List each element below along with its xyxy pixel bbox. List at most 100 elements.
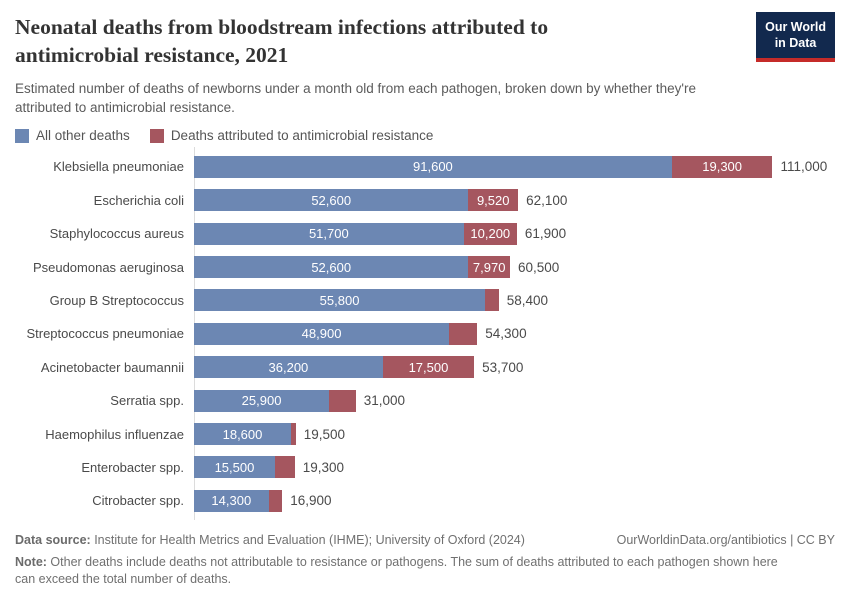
bar-segment-amr-deaths: 17,500 bbox=[382, 356, 475, 379]
chart-row: Streptococcus pneumoniae 48,900 54,300 bbox=[15, 317, 835, 350]
chart-row: Enterobacter spp. 15,500 19,300 bbox=[15, 451, 835, 484]
legend-item-other-deaths: All other deaths bbox=[15, 128, 130, 143]
footer-source-row: Data source: Institute for Health Metric… bbox=[15, 532, 835, 550]
data-source-label: Data source: bbox=[15, 533, 91, 548]
chart-row: Serratia spp. 25,900 31,000 bbox=[15, 384, 835, 417]
chart-subtitle: Estimated number of deaths of newborns u… bbox=[15, 80, 696, 116]
bar-value-label: 7,970 bbox=[472, 259, 506, 275]
owid-logo-box: Our World in Data bbox=[756, 12, 835, 58]
bar-track: 25,900 31,000 bbox=[194, 389, 835, 412]
bar-total-label: 31,000 bbox=[363, 393, 405, 409]
bar-total-label: 61,900 bbox=[524, 226, 567, 242]
category-label: Klebsiella pneumoniae bbox=[53, 159, 184, 175]
logo-red-stripe bbox=[756, 57, 835, 62]
bar-segment-amr-deaths bbox=[329, 389, 356, 412]
bar-track: 18,600 19,500 bbox=[194, 423, 835, 445]
bar-value-label: 52,600 bbox=[311, 259, 352, 275]
chart-title: Neonatal deaths from bloodstream infecti… bbox=[15, 15, 549, 67]
bar-value-label: 52,600 bbox=[311, 192, 352, 208]
chart-row: Klebsiella pneumoniae 91,600 19,300 111,000 bbox=[15, 150, 835, 183]
bar-track: 55,800 58,400 bbox=[194, 289, 835, 312]
bar-total-label: 53,700 bbox=[482, 359, 524, 375]
bar-track: 15,500 19,300 bbox=[194, 456, 835, 479]
chart-row: Pseudomonas aeruginosa 52,600 7,970 60,500 bbox=[15, 250, 835, 283]
header: Neonatal deaths from bloodstream infecti… bbox=[15, 12, 835, 70]
bar-value-label: 48,900 bbox=[301, 326, 342, 342]
bar-segment-other-deaths: 25,900 bbox=[194, 389, 330, 412]
category-label: Haemophilus influenzae bbox=[45, 426, 184, 442]
chart-row: Citrobacter spp. 14,300 16,900 bbox=[15, 484, 835, 517]
bar-total-label: 62,100 bbox=[526, 192, 568, 208]
bar-segment-amr-deaths: 7,970 bbox=[468, 256, 510, 279]
bar-value-label: 51,700 bbox=[308, 226, 349, 242]
bar-total-label: 111,000 bbox=[780, 159, 828, 175]
note-label: Note: bbox=[15, 554, 47, 569]
legend-item-amr-deaths: Deaths attributed to antimicrobial resis… bbox=[149, 128, 434, 144]
bar-segment-other-deaths: 52,600 bbox=[194, 189, 469, 212]
bar-value-label: 15,500 bbox=[214, 459, 255, 475]
bar-total-label: 16,900 bbox=[290, 493, 332, 509]
bar-value-label: 17,500 bbox=[408, 359, 449, 375]
bar-segment-amr-deaths bbox=[268, 489, 283, 512]
owid-logo[interactable]: Our World in Data bbox=[756, 12, 835, 62]
owid-url-link[interactable]: OurWorldinData.org/antibiotics | CC BY bbox=[616, 533, 835, 548]
category-label: Acinetobacter baumannii bbox=[40, 359, 184, 375]
bar-track: 91,600 19,300 111,000 bbox=[194, 155, 835, 178]
bar-track: 36,200 17,500 53,700 bbox=[194, 356, 835, 379]
bar-track: 51,700 10,200 61,900 bbox=[194, 222, 835, 245]
legend-label-other-deaths: All other deaths bbox=[36, 128, 130, 144]
logo-line2: in Data bbox=[774, 36, 817, 51]
bar-segment-other-deaths: 36,200 bbox=[194, 356, 383, 379]
bar-value-label: 9,520 bbox=[476, 192, 510, 208]
category-label: Enterobacter spp. bbox=[81, 459, 184, 475]
bar-segment-amr-deaths bbox=[274, 456, 295, 479]
bar-segment-other-deaths: 48,900 bbox=[194, 322, 450, 345]
category-label: Pseudomonas aeruginosa bbox=[32, 259, 184, 275]
chart-row: Group B Streptococcus 55,800 58,400 bbox=[15, 284, 835, 317]
bar-segment-amr-deaths bbox=[485, 289, 499, 312]
legend-swatch-red bbox=[149, 128, 164, 143]
bar-value-label: 25,900 bbox=[241, 393, 282, 409]
category-label: Staphylococcus aureus bbox=[49, 226, 184, 242]
bar-segment-amr-deaths: 19,300 bbox=[671, 155, 773, 178]
legend-label-amr-deaths: Deaths attributed to antimicrobial resis… bbox=[170, 128, 434, 144]
category-label: Serratia spp. bbox=[110, 393, 184, 409]
bar-track: 52,600 9,520 62,100 bbox=[194, 189, 835, 212]
chart-row: Acinetobacter baumannii 36,200 17,500 53,70… bbox=[15, 351, 835, 384]
bar-total-label: 60,500 bbox=[517, 259, 560, 275]
data-source: Data source: Institute for Health Metric… bbox=[15, 532, 525, 550]
bar-segment-amr-deaths bbox=[449, 322, 478, 345]
bar-segment-amr-deaths: 9,520 bbox=[468, 189, 519, 212]
bar-track: 14,300 16,900 bbox=[194, 489, 835, 512]
bar-value-label: 10,200 bbox=[470, 226, 511, 242]
footer-note: Note: Other deaths include deaths not at… bbox=[15, 554, 835, 589]
legend-swatch-blue bbox=[15, 128, 29, 143]
bar-segment-other-deaths: 18,600 bbox=[194, 423, 291, 445]
bar-segment-other-deaths: 52,600 bbox=[194, 256, 469, 279]
category-label: Citrobacter spp. bbox=[92, 493, 184, 509]
logo-line1: Our World bbox=[765, 20, 826, 34]
bar-track: 48,900 54,300 bbox=[194, 322, 835, 345]
bar-chart: Klebsiella pneumoniae 91,600 19,300 111,000… bbox=[15, 147, 835, 521]
bar-total-label: 19,500 bbox=[303, 426, 345, 442]
bar-track: 52,600 7,970 60,500 bbox=[194, 256, 835, 279]
chart-row: Staphylococcus aureus 51,700 10,200 61,900 bbox=[15, 217, 835, 250]
bar-segment-amr-deaths bbox=[291, 423, 296, 445]
bar-segment-other-deaths: 51,700 bbox=[194, 222, 464, 245]
data-source-text: Institute for Health Metrics and Evaluat… bbox=[90, 533, 525, 548]
bar-segment-amr-deaths: 10,200 bbox=[463, 222, 517, 245]
category-label: Group B Streptococcus bbox=[49, 292, 184, 308]
bar-total-label: 19,300 bbox=[302, 459, 344, 475]
category-label: Streptococcus pneumoniae bbox=[26, 326, 184, 342]
bar-value-label: 19,300 bbox=[702, 159, 743, 175]
bar-value-label: 14,300 bbox=[211, 493, 252, 509]
bar-total-label: 58,400 bbox=[506, 292, 548, 308]
legend: All other deaths Deaths attributed to an… bbox=[15, 128, 835, 143]
bar-segment-other-deaths: 14,300 bbox=[194, 489, 269, 512]
bar-segment-other-deaths: 91,600 bbox=[194, 155, 672, 178]
bar-total-label: 54,300 bbox=[485, 326, 527, 342]
bar-value-label: 55,800 bbox=[319, 292, 360, 308]
chart-row: Escherichia coli 52,600 9,520 62,100 bbox=[15, 184, 835, 217]
chart-rows: Klebsiella pneumoniae 91,600 19,300 111,000… bbox=[15, 150, 835, 517]
